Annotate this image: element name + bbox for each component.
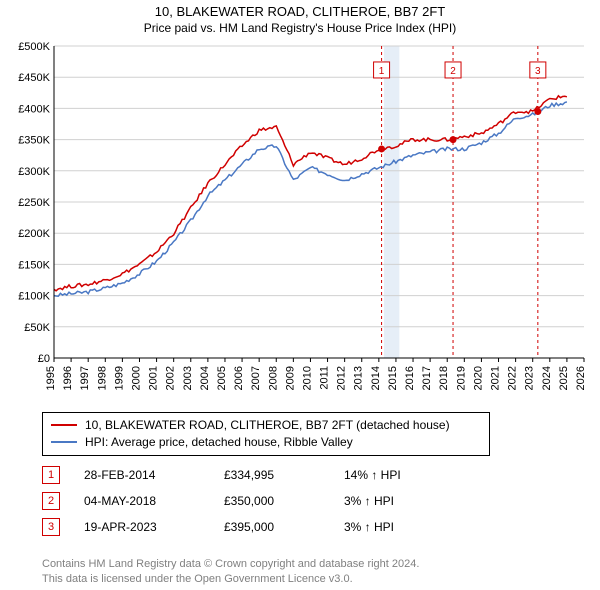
svg-text:£150K: £150K [18,259,50,271]
sale-pct: 3% ↑ HPI [344,520,454,534]
svg-text:2000: 2000 [130,366,142,390]
svg-text:2010: 2010 [301,366,313,390]
chart: £0 £50K £100K £150K £200K £250K £300K £350K £400… [8,42,592,402]
svg-text:£50K: £50K [24,322,50,334]
legend-row: 10, BLAKEWATER ROAD, CLITHEROE, BB7 2FT … [51,417,481,434]
svg-text:2012: 2012 [336,366,348,390]
svg-text:£0: £0 [38,353,50,365]
svg-text:2017: 2017 [421,366,433,390]
svg-text:2015: 2015 [387,366,399,390]
svg-text:£300K: £300K [18,166,50,178]
svg-text:1999: 1999 [113,366,125,390]
footer-line2: This data is licensed under the Open Gov… [42,572,419,586]
sales-table: 1 28-FEB-2014 £334,995 14% ↑ HPI 2 04-MA… [42,462,454,540]
legend-swatch-1 [51,441,77,443]
svg-text:1: 1 [379,66,385,77]
sale-date: 28-FEB-2014 [84,468,224,482]
svg-text:£350K: £350K [18,135,50,147]
svg-text:2020: 2020 [472,366,484,390]
svg-text:2014: 2014 [370,366,382,390]
sale-date: 19-APR-2023 [84,520,224,534]
svg-text:2018: 2018 [438,366,450,390]
svg-text:2003: 2003 [182,366,194,390]
svg-text:2001: 2001 [148,366,160,390]
page-title: 10, BLAKEWATER ROAD, CLITHEROE, BB7 2FT [0,0,600,19]
svg-text:1998: 1998 [96,366,108,390]
svg-text:2022: 2022 [507,366,519,390]
sale-pct: 3% ↑ HPI [344,494,454,508]
svg-text:2007: 2007 [250,366,262,390]
svg-text:£200K: £200K [18,228,50,240]
sale-price: £334,995 [224,468,344,482]
svg-text:£500K: £500K [18,42,50,53]
svg-text:2019: 2019 [455,366,467,390]
sale-pct: 14% ↑ HPI [344,468,454,482]
svg-text:2002: 2002 [165,366,177,390]
sale-date: 04-MAY-2018 [84,494,224,508]
svg-text:2004: 2004 [199,366,211,390]
marker-box-1: 1 [42,466,60,484]
svg-text:1995: 1995 [45,366,57,390]
chart-svg: £0 £50K £100K £150K £200K £250K £300K £350K £400… [8,42,592,402]
svg-text:2026: 2026 [575,366,587,390]
svg-text:2023: 2023 [524,366,536,390]
footer-line1: Contains HM Land Registry data © Crown c… [42,557,419,571]
svg-text:2021: 2021 [490,366,502,390]
table-row: 2 04-MAY-2018 £350,000 3% ↑ HPI [42,488,454,514]
legend-label-0: 10, BLAKEWATER ROAD, CLITHEROE, BB7 2FT … [85,417,450,434]
svg-text:2013: 2013 [353,366,365,390]
svg-text:2: 2 [450,66,456,77]
legend-label-1: HPI: Average price, detached house, Ribb… [85,434,353,451]
svg-text:2005: 2005 [216,366,228,390]
marker-box-3: 3 [42,518,60,536]
svg-text:3: 3 [535,66,541,77]
legend: 10, BLAKEWATER ROAD, CLITHEROE, BB7 2FT … [42,412,490,456]
svg-text:1997: 1997 [79,366,91,390]
legend-swatch-0 [51,424,77,426]
table-row: 1 28-FEB-2014 £334,995 14% ↑ HPI [42,462,454,488]
svg-text:£250K: £250K [18,197,50,209]
footer: Contains HM Land Registry data © Crown c… [42,557,419,586]
table-row: 3 19-APR-2023 £395,000 3% ↑ HPI [42,514,454,540]
svg-text:2011: 2011 [319,366,331,390]
svg-text:2025: 2025 [558,366,570,390]
svg-text:1996: 1996 [62,366,74,390]
svg-text:2009: 2009 [284,366,296,390]
svg-text:£450K: £450K [18,72,50,84]
svg-text:2024: 2024 [541,366,553,390]
svg-text:£400K: £400K [18,103,50,115]
svg-text:2016: 2016 [404,366,416,390]
marker-box-2: 2 [42,492,60,510]
svg-text:2006: 2006 [233,366,245,390]
sale-price: £395,000 [224,520,344,534]
svg-text:£100K: £100K [18,291,50,303]
sale-price: £350,000 [224,494,344,508]
legend-row: HPI: Average price, detached house, Ribb… [51,434,481,451]
page-subtitle: Price paid vs. HM Land Registry's House … [0,19,600,41]
svg-text:2008: 2008 [267,366,279,390]
